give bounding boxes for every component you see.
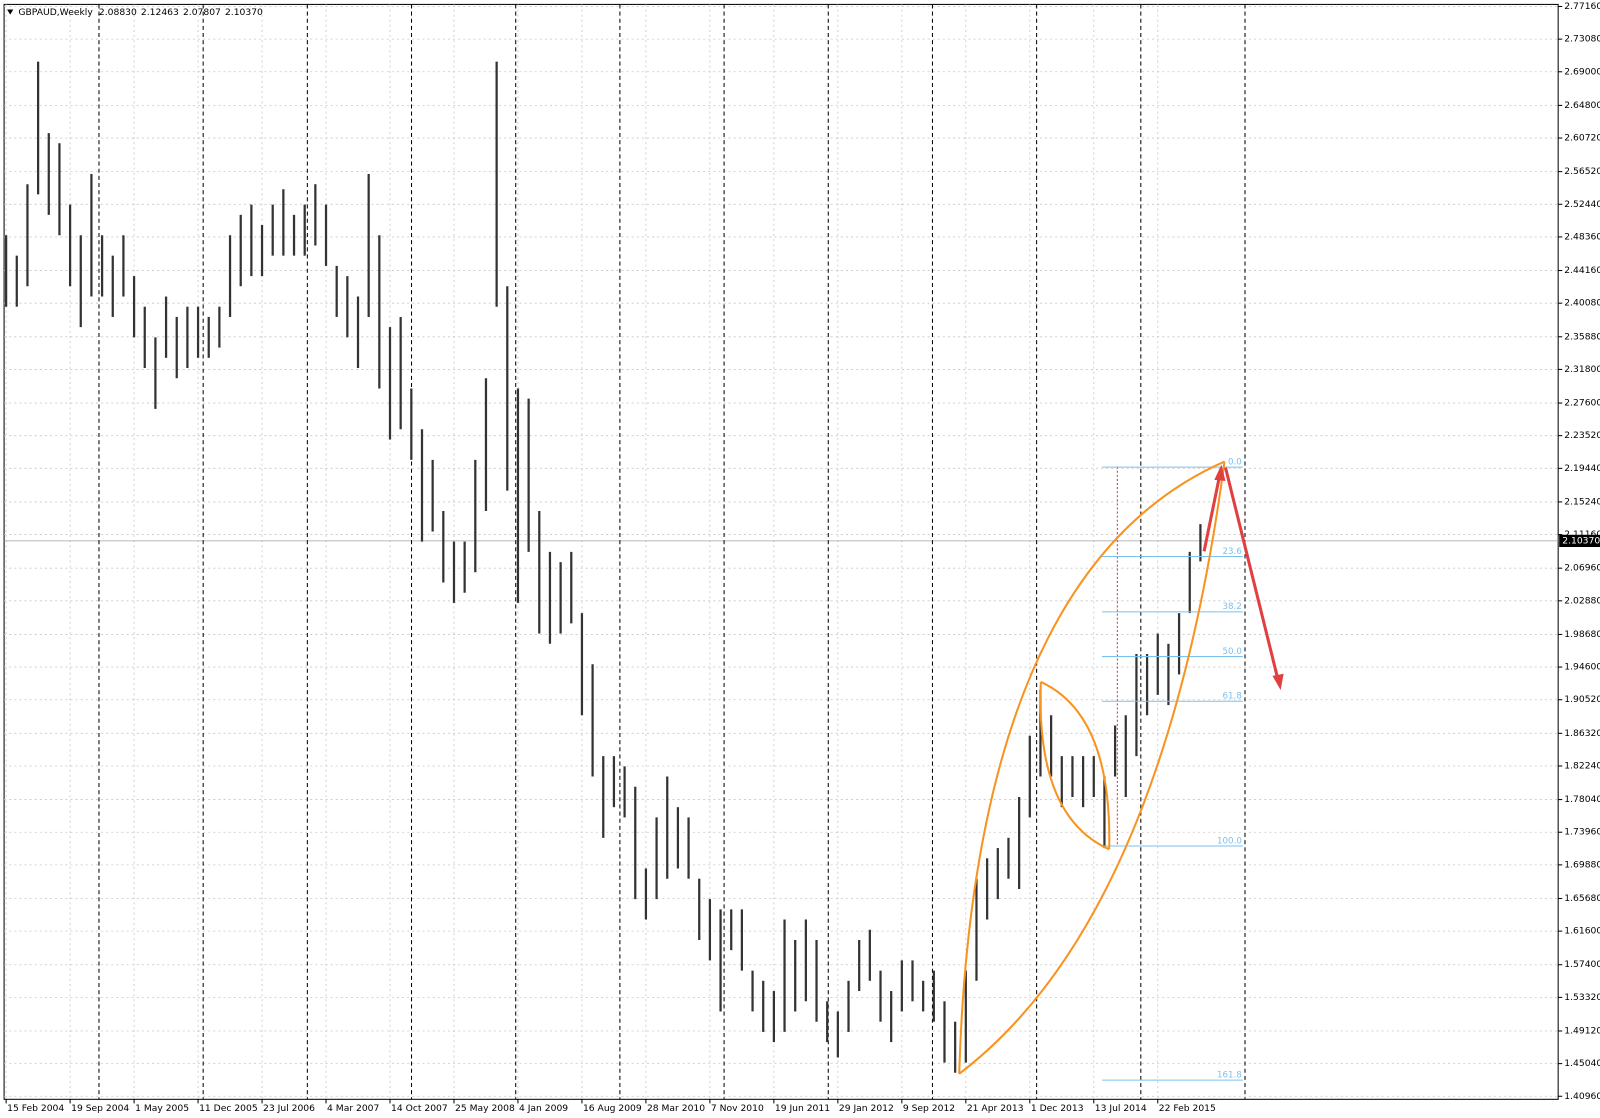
- y-tick-label: 1.90520: [1564, 694, 1600, 705]
- ohlc-value: 2.07807: [183, 7, 221, 18]
- y-tick-label: 2.56520: [1564, 166, 1600, 177]
- y-tick-label: 2.69000: [1564, 66, 1600, 77]
- y-tick-label: 2.77160: [1564, 1, 1600, 12]
- x-tick-label: 4 Mar 2007: [327, 1103, 379, 1114]
- y-tick-label: 2.27600: [1564, 398, 1600, 409]
- annotations: [958, 460, 1284, 1075]
- fib-label: 100.0: [1217, 836, 1242, 846]
- x-tick-label: 14 Oct 2007: [391, 1103, 448, 1114]
- y-tick-label: 2.35880: [1564, 331, 1600, 342]
- y-tick-label: 1.73960: [1564, 827, 1600, 838]
- y-tick-label: 1.53320: [1564, 992, 1600, 1003]
- y-tick-label: 1.65680: [1564, 893, 1600, 904]
- y-tick-label: 1.45040: [1564, 1058, 1600, 1069]
- ohlc-value: 2.08830: [99, 7, 137, 18]
- y-tick-label: 2.23520: [1564, 430, 1600, 441]
- current-price-box: [1559, 534, 1600, 548]
- arrow-head: [1272, 673, 1284, 691]
- x-tick-label: 13 Jul 2014: [1095, 1103, 1147, 1114]
- y-tick-label: 1.40960: [1564, 1091, 1600, 1102]
- fib-label: 61.8: [1223, 692, 1242, 702]
- fib-label: 0.0: [1228, 458, 1242, 468]
- x-tick-label: 4 Jan 2009: [519, 1103, 568, 1114]
- ohlc-value: 2.12463: [141, 7, 179, 18]
- symbol: GBPAUD,Weekly: [18, 7, 93, 18]
- y-tick-label: 2.64800: [1564, 100, 1600, 111]
- x-tick-label: 22 Feb 2015: [1159, 1103, 1216, 1114]
- x-tick-label: 21 Apr 2013: [967, 1103, 1024, 1114]
- arrow: [1224, 467, 1281, 683]
- y-tick-label: 1.94600: [1564, 662, 1600, 673]
- x-tick-label: 29 Jan 2012: [839, 1103, 894, 1114]
- fib-label: 50.0: [1223, 647, 1242, 657]
- y-tick-label: 2.73080: [1564, 34, 1600, 45]
- y-tick-label: 2.44160: [1564, 265, 1600, 276]
- ohlc-value: 2.10370: [225, 7, 263, 18]
- y-tick-label: 2.31800: [1564, 364, 1600, 375]
- x-tick-label: 9 Sep 2012: [903, 1103, 955, 1114]
- y-tick-label: 1.69880: [1564, 859, 1600, 870]
- x-tick-label: 28 Mar 2010: [647, 1103, 705, 1114]
- arc: [958, 461, 1226, 1075]
- x-tick-label: 11 Dec 2005: [199, 1103, 258, 1114]
- y-tick-label: 1.82240: [1564, 760, 1600, 771]
- x-tick-label: 15 Feb 2004: [7, 1103, 64, 1114]
- plot-frame: [3, 3, 1559, 1100]
- y-tick-label: 2.40080: [1564, 298, 1600, 309]
- price-axis: 2.77160 2.73080 2.69000 2.64800 2.60720 2.565…: [1558, 1, 1600, 1102]
- arc: [1039, 681, 1110, 851]
- fib-label: 161.8: [1217, 1071, 1242, 1081]
- x-tick-label: 25 May 2008: [455, 1103, 515, 1114]
- y-tick-label: 1.61600: [1564, 926, 1600, 937]
- y-tick-label: 1.98680: [1564, 629, 1600, 640]
- y-tick-label: 2.06960: [1564, 563, 1600, 574]
- time-axis: 15 Feb 2004 19 Sep 2004 1 May 2005 11 Dec 2…: [5, 1099, 1216, 1114]
- y-tick-label: 1.86320: [1564, 728, 1600, 739]
- arc: [1040, 681, 1111, 850]
- menu-triangle[interactable]: [7, 9, 14, 15]
- x-tick-label: 23 Jul 2006: [263, 1103, 315, 1114]
- y-tick-label: 1.49120: [1564, 1025, 1600, 1036]
- y-tick-label: 2.52440: [1564, 199, 1600, 210]
- y-tick-label: 2.11160: [1564, 529, 1600, 540]
- y-tick-label: 2.02880: [1564, 595, 1600, 606]
- y-tick-label: 2.60720: [1564, 133, 1600, 144]
- period-separators: [98, 4, 1246, 1100]
- arc: [958, 460, 1225, 1074]
- y-tick-label: 2.15240: [1564, 496, 1600, 507]
- fib-label: 23.6: [1223, 547, 1242, 557]
- x-tick-label: 1 May 2005: [135, 1103, 189, 1114]
- x-tick-label: 1 Dec 2013: [1031, 1103, 1084, 1114]
- x-tick-label: 19 Sep 2004: [71, 1103, 129, 1114]
- fib-label: 38.2: [1223, 602, 1242, 612]
- x-tick-label: 7 Nov 2010: [711, 1103, 764, 1114]
- current-price-label: 2.10370: [1562, 535, 1600, 546]
- arrow: [1202, 471, 1222, 552]
- y-tick-label: 1.78040: [1564, 794, 1600, 805]
- y-tick-label: 1.57400: [1564, 959, 1600, 970]
- y-tick-label: 2.19440: [1564, 463, 1600, 474]
- y-tick-label: 2.48360: [1564, 231, 1600, 242]
- x-tick-label: 19 Jun 2011: [775, 1103, 830, 1114]
- x-tick-label: 16 Aug 2009: [583, 1103, 642, 1114]
- arrow-head: [1214, 464, 1226, 481]
- price-bars: [5, 61, 1202, 1073]
